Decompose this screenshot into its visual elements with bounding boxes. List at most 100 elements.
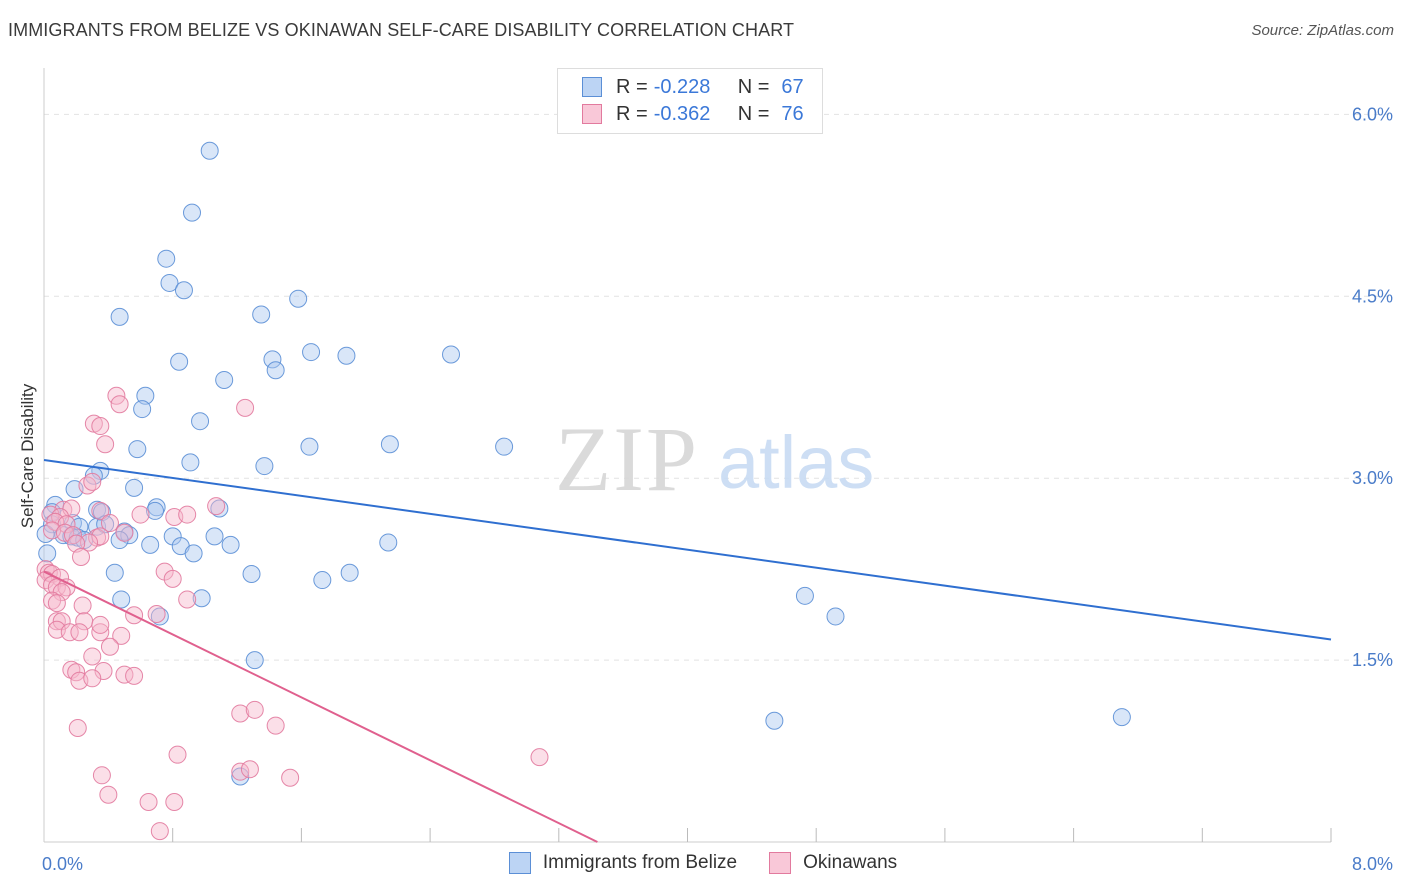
okinawans-data-point xyxy=(91,615,110,634)
axes xyxy=(43,68,1332,843)
okinawans-data-point xyxy=(72,548,91,567)
r-value: -0.362 xyxy=(653,102,711,125)
belize-data-point xyxy=(174,281,193,300)
belize-data-point xyxy=(266,361,285,380)
tick-labels: 1.5% 3.0% 4.5% 6.0% 0.0% 8.0% xyxy=(42,104,1393,874)
belize-data-point xyxy=(181,453,200,472)
x-tick-label: 8.0% xyxy=(1352,854,1393,874)
watermark-zip: ZIP xyxy=(555,408,699,510)
belize-data-point xyxy=(150,607,169,626)
okinawans-data-point xyxy=(115,665,134,684)
okinawans-data-point xyxy=(147,605,166,624)
okinawans-trend-line xyxy=(43,570,598,843)
r-value: -0.228 xyxy=(653,75,711,98)
chart-title: IMMIGRANTS FROM BELIZE VS OKINAWAN SELF-… xyxy=(8,20,795,40)
belize-swatch xyxy=(508,852,531,874)
okinawans-data-point xyxy=(80,533,99,552)
belize-data-point xyxy=(191,412,210,431)
okinawans-data-point xyxy=(83,472,102,491)
belize-data-point xyxy=(495,437,514,456)
belize-data-point xyxy=(379,533,398,552)
belize-data-point xyxy=(120,526,139,545)
n-value: 67 xyxy=(781,75,804,98)
belize-data-point xyxy=(38,544,57,563)
belize-data-point xyxy=(133,400,152,419)
belize-data-point xyxy=(242,564,261,583)
y-tick-label: 6.0% xyxy=(1352,104,1393,124)
legend-label-belize: Immigrants from Belize xyxy=(542,852,738,873)
watermark: ZIP atlas xyxy=(555,408,874,510)
r-label: R = xyxy=(616,75,648,98)
belize-data-point xyxy=(252,305,271,324)
belize-data-point xyxy=(141,535,160,554)
belize-data-point xyxy=(105,563,124,582)
okinawans-data-point xyxy=(245,700,264,719)
okinawans-data-point xyxy=(47,594,66,613)
belize-data-point xyxy=(795,586,814,605)
belize-data-point xyxy=(205,527,224,546)
belize-data-point xyxy=(170,352,189,371)
belize-data-point xyxy=(157,249,176,268)
okinawans-data-point xyxy=(43,591,62,610)
okinawans-data-point xyxy=(73,596,92,615)
r-label: R = xyxy=(616,102,648,125)
okinawans-data-point xyxy=(70,623,89,642)
okinawans-data-point xyxy=(150,822,169,841)
belize-data-point xyxy=(245,651,264,670)
belize-data-point xyxy=(160,273,179,292)
okinawans-data-point xyxy=(231,704,250,723)
belize-data-point xyxy=(380,435,399,454)
belize-data-point xyxy=(125,478,144,497)
x-tick-label: 0.0% xyxy=(42,854,83,874)
okinawans-data-point xyxy=(131,505,150,524)
belize-data-point xyxy=(442,345,461,364)
belize-data-point xyxy=(826,607,845,626)
okinawans-data-point xyxy=(165,792,184,811)
n-label: N = xyxy=(737,75,770,98)
stats-legend: R = -0.228 N = 67 R = -0.362 N = 76 xyxy=(557,68,823,134)
okinawans-data-point xyxy=(281,768,300,787)
belize-data-point xyxy=(112,590,131,609)
belize-data-point xyxy=(1112,708,1131,727)
trend-lines xyxy=(43,459,1332,843)
okinawans-data-point xyxy=(168,745,187,764)
stats-row-belize: R = -0.228 N = 67 xyxy=(582,74,804,100)
okinawans-data-point xyxy=(178,505,197,524)
belize-data-point xyxy=(313,571,332,590)
okinawans-swatch xyxy=(769,852,792,874)
watermark-atlas: atlas xyxy=(718,421,874,504)
okinawans-data-point xyxy=(91,623,110,642)
okinawans-data-point xyxy=(236,398,255,417)
okinawans-data-point xyxy=(60,623,79,642)
y-tick-label: 3.0% xyxy=(1352,468,1393,488)
stats-row-okinawans: R = -0.362 N = 76 xyxy=(582,101,804,127)
okinawans-data-point xyxy=(99,785,118,804)
belize-data-point xyxy=(146,501,165,520)
belize-data-point xyxy=(765,711,784,730)
belize-data-point xyxy=(300,437,319,456)
belize-data-point xyxy=(184,544,203,563)
okinawans-data-point xyxy=(266,716,285,735)
belize-swatch xyxy=(582,77,602,97)
okinawans-swatch xyxy=(582,104,602,124)
okinawans-data-point xyxy=(163,569,182,588)
okinawans-data-point xyxy=(78,476,97,495)
okinawans-data-point xyxy=(110,395,129,414)
belize-data-point xyxy=(215,370,234,389)
okinawans-data-point xyxy=(530,748,549,767)
belize-data-point xyxy=(192,589,211,608)
okinawans-data-point xyxy=(92,766,111,785)
okinawans-data-point xyxy=(112,626,131,645)
belize-data-point xyxy=(200,141,219,160)
okinawans-data-point xyxy=(139,792,158,811)
okinawans-data-point xyxy=(91,501,110,520)
n-label: N = xyxy=(737,102,770,125)
okinawans-data-point xyxy=(100,637,119,656)
okinawans-data-point xyxy=(100,514,119,533)
y-tick-label: 1.5% xyxy=(1352,650,1393,670)
legend-item-belize[interactable]: Immigrants from Belize xyxy=(508,852,738,874)
belize-data-point xyxy=(302,343,321,362)
legend-item-okinawans[interactable]: Okinawans xyxy=(769,852,897,874)
series-legend: Immigrants from Belize Okinawans xyxy=(0,852,1406,874)
